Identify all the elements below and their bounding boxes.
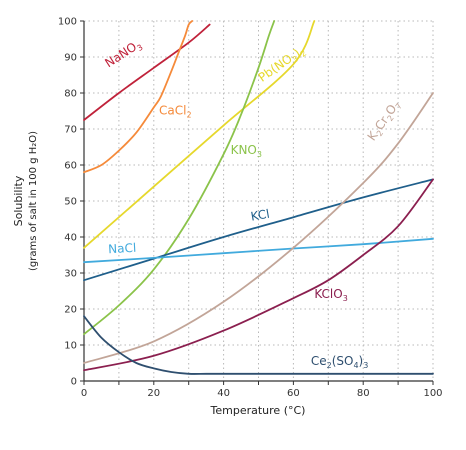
series-label-kno3: KNO3 <box>231 143 262 159</box>
series-lines <box>83 20 434 375</box>
series-labels: NaNO3 CaCl2 Pb(NO3)2 KNO3 KCl NaCl K2Cr2O7 KClO… <box>102 37 404 370</box>
series-label-kclo3: KClO3 <box>314 287 347 303</box>
series-line-kcl <box>83 178 434 282</box>
x-tick-label: 80 <box>357 388 370 399</box>
series-label-kcl: KCl <box>250 207 271 224</box>
y-tick-label: 40 <box>64 233 77 244</box>
y-axis-subtitle: (grams of salt in 100 g H₂O) <box>28 131 39 271</box>
y-tick-label: 0 <box>71 377 77 388</box>
series-line-kclo3 <box>83 178 434 372</box>
series-line-nacl <box>83 237 434 264</box>
y-tick-label: 60 <box>64 161 77 172</box>
y-tick-label: 100 <box>58 17 77 28</box>
x-tick-label: 100 <box>423 388 442 399</box>
series-label-nano3: NaNO3 <box>102 37 144 72</box>
y-tick-label: 50 <box>64 197 77 208</box>
series-line-k2cr2o7 <box>83 92 434 364</box>
axes: 0 10 20 30 40 50 60 70 80 90 100 0 20 40 60 80 100 <box>58 17 443 400</box>
series-line-pb-no3-2 <box>83 20 316 249</box>
series-label-cacl2: CaCl2 <box>159 104 192 120</box>
series-line-cacl2 <box>83 20 194 174</box>
series-line-ce2-so4-3 <box>83 315 434 375</box>
series-label-pb-no3-2: Pb(NO3)2 <box>256 43 308 86</box>
x-tick-label: 60 <box>287 388 300 399</box>
y-axis-title: Solubility <box>12 175 25 226</box>
series-label-ce2-so4-3: Ce2(SO4)3 <box>311 354 368 370</box>
x-tick-label: 0 <box>81 388 87 399</box>
series-line-kno3 <box>83 20 276 336</box>
series-label-k2cr2o7: K2Cr2O7 <box>365 98 404 145</box>
y-tick-label: 30 <box>64 269 77 280</box>
x-tick-label: 20 <box>147 388 160 399</box>
y-tick-label: 20 <box>64 305 77 316</box>
y-tick-label: 80 <box>64 89 77 100</box>
y-tick-label: 90 <box>64 53 77 64</box>
x-tick-label: 40 <box>217 388 230 399</box>
y-tick-label: 70 <box>64 125 77 136</box>
grid <box>83 20 434 382</box>
series-label-nacl: NaCl <box>108 241 137 256</box>
series-line-nano3 <box>83 23 211 121</box>
y-tick-label: 10 <box>64 341 77 352</box>
x-axis-title: Temperature (°C) <box>210 404 306 417</box>
